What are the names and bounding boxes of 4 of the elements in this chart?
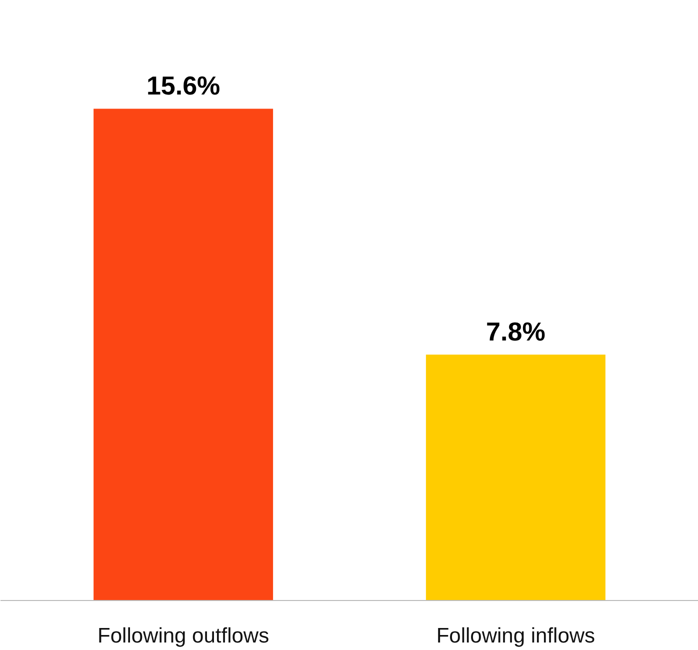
data-label: 7.8%: [486, 316, 546, 347]
x-tick-label: Following outflows: [98, 624, 270, 648]
x-tick-label: Following inflows: [436, 624, 596, 648]
data-label: 15.6%: [146, 70, 220, 101]
